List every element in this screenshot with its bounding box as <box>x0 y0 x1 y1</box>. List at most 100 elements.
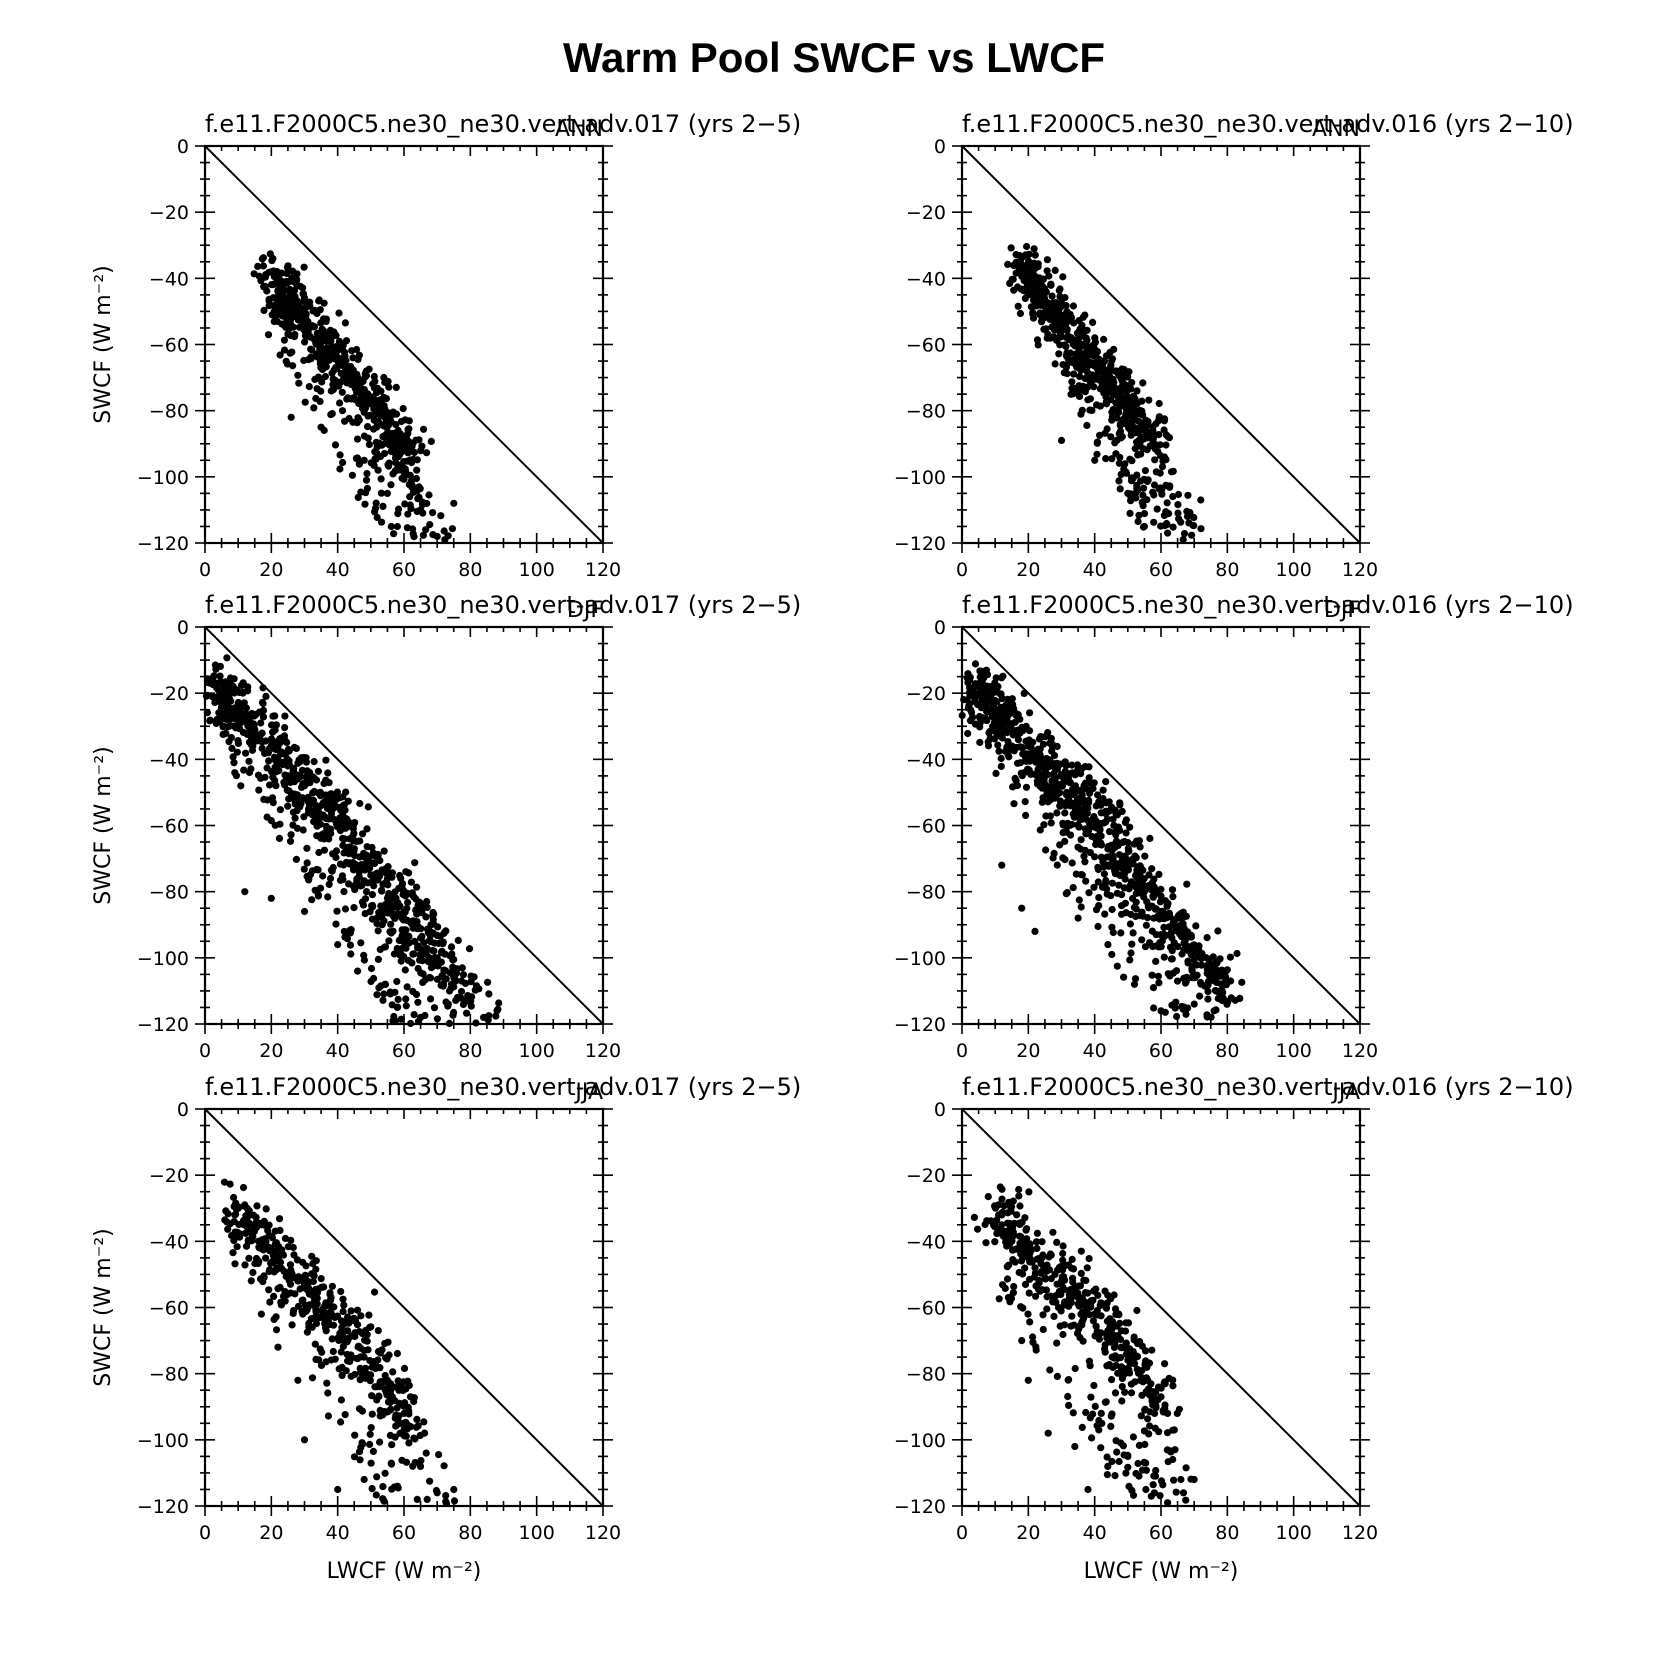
scatter-point <box>220 1178 229 1186</box>
scatter-point <box>1078 786 1086 794</box>
scatter-point <box>354 967 362 975</box>
scatter-point <box>1005 747 1013 755</box>
scatter-point <box>374 405 382 413</box>
scatter-point <box>1143 496 1151 504</box>
scatter-point <box>209 681 217 689</box>
scatter-point <box>1204 987 1212 996</box>
scatter-point <box>302 754 310 762</box>
scatter-point <box>317 1275 325 1283</box>
scatter-point <box>1083 809 1091 817</box>
panels-grid: 0 20 40 60 80 100 120 0 −20 −40 −60 −80 −100 −120 f.e1… <box>91 110 1574 1584</box>
scatter-point <box>1192 922 1200 930</box>
scatter-point <box>1140 522 1148 531</box>
scatter-point <box>240 766 248 774</box>
scatter-point <box>1151 456 1159 464</box>
scatter-point <box>1169 523 1177 531</box>
scatter-point <box>1152 942 1160 950</box>
panel-title: f.e11.F2000C5.ne30_ne30.vert-adv.017 (yr… <box>205 110 801 138</box>
scatter-point <box>299 284 307 292</box>
y-tick-label: −60 <box>149 1298 189 1320</box>
scatter-point <box>1154 972 1162 980</box>
scatter-point <box>350 904 358 912</box>
scatter-point <box>275 834 284 843</box>
scatter-point <box>1094 863 1102 871</box>
scatter-point <box>997 690 1005 698</box>
scatter-point <box>426 1477 434 1485</box>
scatter-point <box>290 309 298 317</box>
scatter-point <box>249 1268 257 1277</box>
scatter-point <box>1133 1306 1141 1315</box>
scatter-point <box>1204 961 1212 969</box>
scatter-point <box>294 371 302 379</box>
scatter-point <box>1027 770 1035 778</box>
scatter-point <box>317 319 325 327</box>
scatter-point <box>1037 317 1046 325</box>
scatter-point <box>273 1265 281 1273</box>
scatter-point <box>1146 834 1154 843</box>
scatter-point <box>281 712 289 720</box>
scatter-point <box>1071 342 1079 350</box>
scatter-point <box>300 263 308 271</box>
scatter-point <box>226 1180 234 1188</box>
scatter-point <box>341 933 349 941</box>
scatter-point <box>257 719 265 727</box>
scatter-point <box>230 1202 238 1211</box>
scatter-point <box>286 775 294 783</box>
scatter-point <box>304 809 312 817</box>
scatter-point <box>405 869 413 877</box>
scatter-point <box>379 502 387 510</box>
scatter-point <box>1172 967 1181 975</box>
scatter-point <box>331 441 340 449</box>
scatter-point <box>1093 438 1102 446</box>
x-tick-label: 80 <box>1215 1040 1239 1062</box>
scatter-point <box>1091 821 1099 830</box>
scatter-point <box>314 373 323 381</box>
scatter-point <box>450 499 458 507</box>
scatter-point <box>386 988 394 996</box>
scatter-point <box>412 474 420 483</box>
scatter-point <box>1122 388 1131 396</box>
scatter-point <box>1065 358 1073 366</box>
reference-line <box>204 1108 604 1507</box>
scatter-point <box>327 387 335 395</box>
scatter-point <box>267 742 275 750</box>
scatter-point <box>214 686 222 694</box>
scatter-point <box>340 835 349 843</box>
scatter-point <box>373 1473 381 1481</box>
scatter-point <box>419 531 427 539</box>
scatter-point <box>1164 529 1172 537</box>
y-tick-label: −40 <box>149 268 189 290</box>
scatter-point <box>1145 396 1153 404</box>
scatter-point <box>343 395 351 403</box>
scatter-point <box>389 1017 397 1025</box>
scatter-point <box>1115 851 1124 859</box>
scatter-point <box>1203 1011 1211 1019</box>
scatter-point <box>1075 896 1083 904</box>
scatter-point <box>280 336 288 344</box>
scatter-point <box>1120 973 1128 981</box>
scatter-point <box>1165 923 1173 931</box>
scatter-point <box>449 1011 457 1019</box>
scatter-point <box>1128 379 1136 387</box>
scatter-point <box>1203 934 1211 942</box>
scatter-point <box>224 1225 232 1233</box>
scatter-point <box>1143 434 1151 442</box>
scatter-point <box>381 1339 389 1348</box>
scatter-point <box>292 774 300 782</box>
scatter-point <box>1052 315 1060 323</box>
scatter-point <box>1142 921 1150 929</box>
scatter-point <box>1122 816 1130 824</box>
scatter-point <box>392 383 400 391</box>
scatter-point <box>472 1019 480 1027</box>
scatter-point <box>410 533 418 541</box>
scatter-point <box>1189 972 1197 980</box>
scatter-point <box>362 888 371 896</box>
scatter-point <box>357 939 365 947</box>
scatter-point <box>1055 350 1063 358</box>
scatter-point <box>310 1294 318 1302</box>
scatter-point <box>439 979 447 988</box>
scatter-point <box>345 880 353 888</box>
scatter-point <box>1162 456 1170 464</box>
scatter-point <box>484 978 492 986</box>
